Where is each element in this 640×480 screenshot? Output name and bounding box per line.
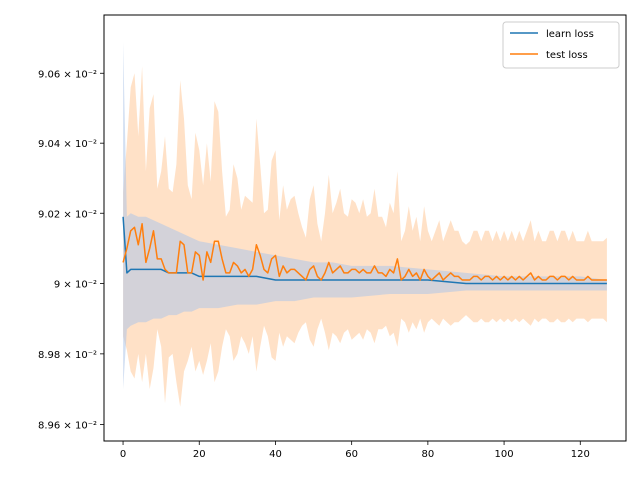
x-axis: 0 20 40 60 80 100 120 <box>120 441 590 460</box>
confidence-bands <box>123 41 607 407</box>
series-lines <box>122 216 607 285</box>
x-tick-label: 80 <box>422 449 435 460</box>
y-tick-label: 8.96 × 10⁻² <box>38 420 97 431</box>
y-tick-label: 9 × 10⁻² <box>54 279 97 290</box>
band-test-loss <box>123 66 607 407</box>
y-axis: 8.96 × 10⁻² 8.98 × 10⁻² 9 × 10⁻² 9.02 × 10⁻… <box>38 69 104 431</box>
y-tick-label: 9.06 × 10⁻² <box>38 69 97 80</box>
y-tick-label: 9.02 × 10⁻² <box>38 209 97 220</box>
legend-label-test-loss: test loss <box>546 50 588 61</box>
series-line-test-loss <box>122 223 607 281</box>
x-tick-label: 0 <box>120 449 126 460</box>
plot-frame <box>103 14 627 442</box>
y-tick-label: 8.98 × 10⁻² <box>38 350 97 361</box>
series-line-learn-loss <box>122 216 607 285</box>
legend: learn loss test loss <box>502 21 620 69</box>
y-tick-label: 9.04 × 10⁻² <box>38 139 97 150</box>
band-learn-loss <box>123 41 607 390</box>
x-tick-label: 20 <box>193 449 206 460</box>
x-tick-label: 120 <box>571 449 590 460</box>
x-tick-label: 40 <box>269 449 282 460</box>
x-tick-label: 60 <box>345 449 358 460</box>
legend-label-learn-loss: learn loss <box>546 29 594 40</box>
x-tick-label: 100 <box>495 449 514 460</box>
